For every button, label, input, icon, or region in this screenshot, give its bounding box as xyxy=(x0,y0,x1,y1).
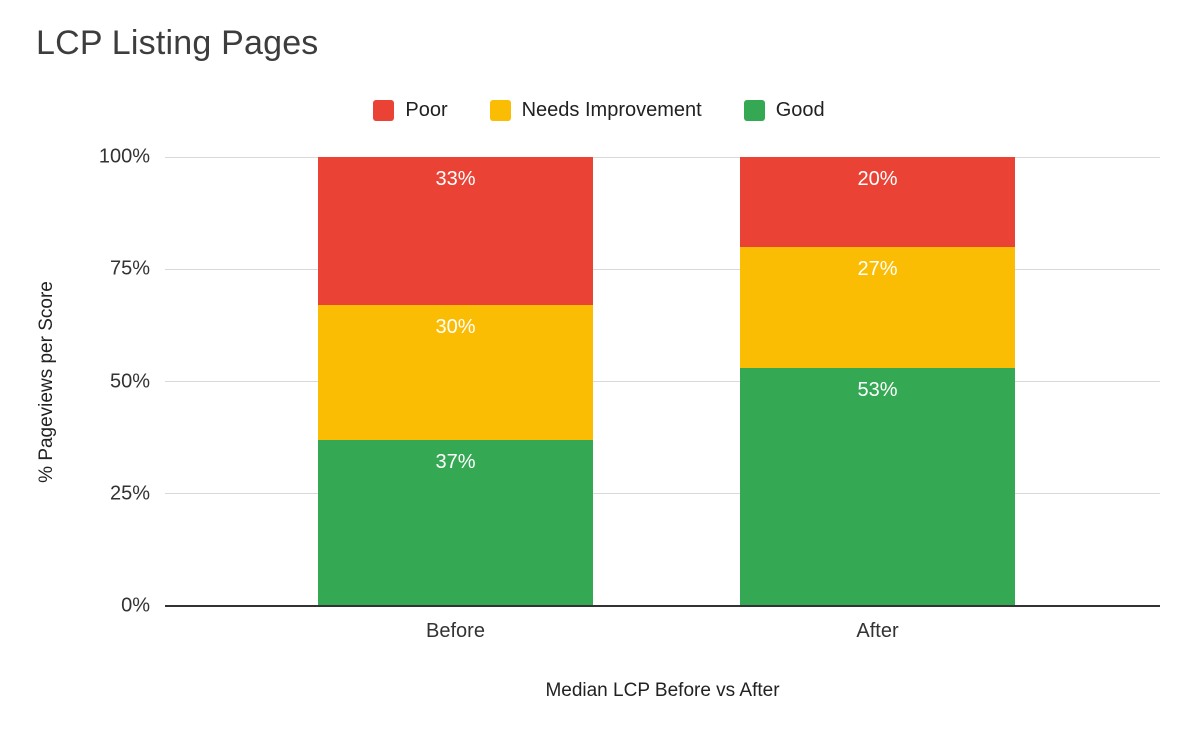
gridline-100 xyxy=(165,156,1160,158)
bar-before: 37% 30% 33% xyxy=(318,157,593,606)
data-label-poor-after: 20% xyxy=(857,168,898,191)
segment-needs-improvement-after: 27% xyxy=(740,246,1015,369)
y-tick-0: 0% xyxy=(121,594,150,617)
plot-area: 37% 30% 33% 53% 27% 20% xyxy=(165,156,1160,607)
x-tick-after: After xyxy=(856,620,899,642)
legend: Poor Needs Improvement Good xyxy=(0,99,1198,122)
y-axis-tick-labels: 0% 25% 50% 75% 100% xyxy=(0,146,150,617)
segment-poor-after: 20% xyxy=(740,157,1015,247)
legend-item-needs-improvement: Needs Improvement xyxy=(489,99,702,122)
x-axis-line xyxy=(165,605,1160,607)
bar-after: 53% 27% 20% xyxy=(740,157,1015,606)
legend-label: Good xyxy=(775,99,825,121)
y-tick-50: 50% xyxy=(109,370,150,392)
segment-good-before: 37% xyxy=(318,439,593,606)
data-label-good-before: 37% xyxy=(435,450,476,473)
legend-swatch-icon xyxy=(743,100,765,121)
gridline-75 xyxy=(165,268,1160,270)
segment-good-after: 53% xyxy=(740,368,1015,606)
data-label-poor-before: 33% xyxy=(435,168,476,191)
legend-item-good: Good xyxy=(743,99,825,122)
chart-title: LCP Listing Pages xyxy=(36,24,319,62)
legend-swatch-icon xyxy=(373,100,395,121)
x-tick-before: Before xyxy=(426,620,485,642)
y-tick-75: 75% xyxy=(109,257,150,280)
segment-poor-before: 33% xyxy=(318,157,593,306)
legend-swatch-icon xyxy=(489,100,511,121)
y-tick-100: 100% xyxy=(98,145,150,168)
gridline-25 xyxy=(165,493,1160,495)
y-tick-25: 25% xyxy=(109,482,150,505)
x-axis-tick-labels: Before After xyxy=(165,620,1160,646)
data-label-good-after: 53% xyxy=(857,379,898,402)
data-label-needs-improvement-before: 30% xyxy=(435,316,476,339)
gridline-50 xyxy=(165,381,1160,382)
data-label-needs-improvement-after: 27% xyxy=(857,257,898,280)
legend-label: Poor xyxy=(405,99,448,121)
segment-needs-improvement-before: 30% xyxy=(318,305,593,440)
legend-label: Needs Improvement xyxy=(521,99,702,121)
legend-item-poor: Poor xyxy=(373,99,448,122)
x-axis-title: Median LCP Before vs After xyxy=(545,680,780,701)
